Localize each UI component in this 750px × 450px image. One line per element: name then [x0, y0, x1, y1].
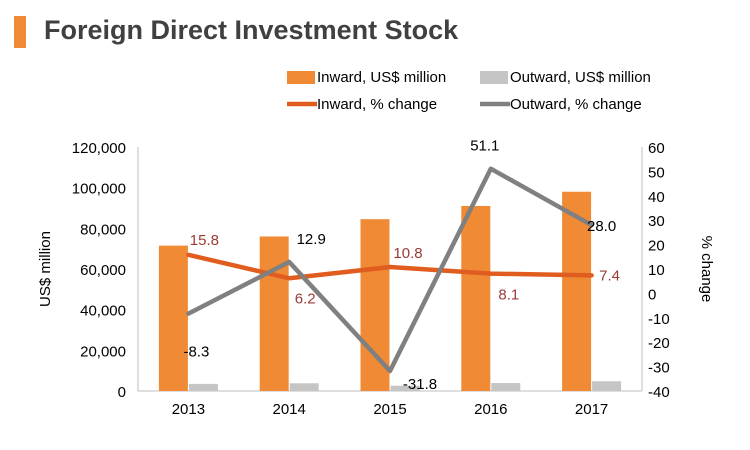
- y2-tick-label: 20: [648, 238, 665, 255]
- y2-axis-title: % change: [698, 236, 715, 303]
- y2-tick-label: -20: [648, 335, 670, 352]
- y2-tick-label: 30: [648, 213, 665, 230]
- inward-change-label: 8.1: [498, 287, 519, 304]
- outward-bar: [289, 383, 319, 391]
- inward-change-label: 7.4: [599, 267, 620, 284]
- outward-change-label: 51.1: [470, 138, 499, 155]
- y-tick-label: 60,000: [80, 262, 126, 279]
- outward-change-label: -31.8: [403, 376, 437, 393]
- y-tick-label: 40,000: [80, 303, 126, 320]
- outward-change-label: -8.3: [183, 344, 209, 361]
- outward-bar: [390, 385, 420, 391]
- x-tick-label: 2013: [172, 401, 205, 418]
- inward-bar: [259, 236, 289, 391]
- inward-change-label: 15.8: [190, 232, 219, 249]
- y2-tick-label: -10: [648, 311, 670, 328]
- inward-bar: [562, 191, 592, 391]
- inward-bar: [158, 245, 188, 391]
- y2-tick-label: 10: [648, 262, 665, 279]
- y2-tick-label: 40: [648, 189, 665, 206]
- legend-label: Inward, US$ million: [317, 69, 446, 86]
- title-accent-bar: [14, 16, 26, 48]
- y2-tick-label: 0: [648, 286, 656, 303]
- y-tick-label: 80,000: [80, 221, 126, 238]
- x-tick-label: 2014: [273, 401, 306, 418]
- legend-label: Outward, US$ million: [510, 69, 651, 86]
- legend-swatch: [480, 71, 508, 84]
- legend-swatch: [287, 71, 315, 84]
- inward-bar: [461, 205, 491, 391]
- outward-change-line: [186, 166, 594, 374]
- x-tick-label: 2017: [575, 401, 608, 418]
- y2-tick-label: -40: [648, 384, 670, 401]
- inward-change-label: 10.8: [393, 245, 422, 262]
- outward-bar: [188, 383, 218, 391]
- legend-label: Outward, % change: [510, 96, 642, 113]
- y-tick-label: 0: [118, 384, 126, 401]
- x-tick-label: 2016: [474, 401, 507, 418]
- page-title: Foreign Direct Investment Stock: [44, 15, 459, 45]
- outward-bar: [592, 381, 622, 391]
- y2-tick-label: -30: [648, 360, 670, 377]
- y-tick-label: 120,000: [72, 140, 126, 157]
- legend-label: Inward, % change: [317, 96, 437, 113]
- y2-tick-label: 60: [648, 140, 665, 157]
- outward-change-label: 12.9: [297, 231, 326, 248]
- outward-change-label: 28.0: [587, 218, 616, 235]
- x-tick-label: 2015: [373, 401, 406, 418]
- inward-change-label: 6.2: [295, 290, 316, 307]
- inward-change-line: [186, 252, 594, 281]
- y-tick-label: 100,000: [72, 181, 126, 198]
- outward-bar: [491, 383, 521, 391]
- y-axis-title: US$ million: [37, 231, 54, 307]
- y2-tick-label: 50: [648, 164, 665, 181]
- y-tick-label: 20,000: [80, 343, 126, 360]
